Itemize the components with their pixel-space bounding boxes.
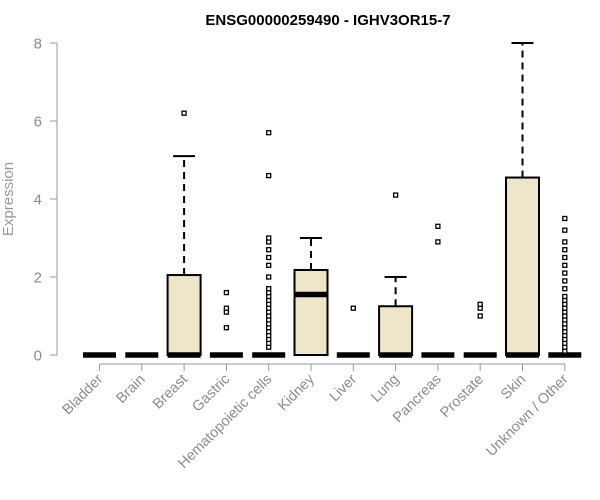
x-tick-label: Brain (113, 372, 148, 407)
outlier-point (562, 227, 568, 233)
outlier-point (266, 286, 272, 292)
x-tick-label: Bladder (60, 371, 107, 418)
outlier-point (266, 274, 272, 280)
outlier-point (562, 247, 568, 253)
y-tick-label: 8 (34, 36, 42, 53)
chart-title: ENSG00000259490 - IGHV3OR15-7 (205, 12, 450, 29)
outlier-point (266, 172, 272, 179)
box-liver (336, 305, 370, 358)
outlier-point (392, 192, 399, 198)
outlier-point (223, 305, 230, 311)
x-tick-label: Liver (327, 371, 361, 405)
box-hematopoietic-cells (252, 130, 286, 358)
x-tick-label: Kidney (275, 371, 318, 414)
box-breast (166, 110, 202, 358)
box-body (505, 176, 540, 356)
y-tick-label: 2 (34, 270, 42, 287)
box-body (378, 305, 414, 356)
outlier-point (266, 130, 272, 136)
box-unknown-other (548, 215, 582, 358)
y-tick-label: 6 (34, 114, 42, 131)
box-kidney (293, 237, 329, 357)
box-body (293, 268, 329, 357)
outlier-point (223, 325, 230, 331)
y-tick-label: 0 (34, 348, 42, 365)
box-pancreas (421, 223, 455, 358)
box-skin (505, 42, 540, 358)
outlier-point (266, 247, 272, 253)
x-tick-label: Unknown / Other (483, 371, 571, 459)
y-tick-label: 4 (34, 192, 42, 209)
x-tick-label: Lung (368, 372, 402, 406)
outlier-point (477, 301, 483, 307)
box-gastric (209, 289, 243, 358)
outlier-point (477, 313, 483, 319)
outlier-point (562, 254, 568, 261)
outlier-point (266, 235, 272, 241)
outlier-point (266, 262, 272, 268)
y-axis: 0 2 4 6 8 (34, 36, 58, 365)
outlier-point (562, 262, 568, 268)
outlier-point (266, 254, 272, 261)
x-tick-label: Breast (150, 372, 191, 413)
outlier-point (181, 110, 187, 116)
outlier-point (223, 289, 230, 296)
y-axis-label: Expression (0, 162, 17, 236)
outlier-point (562, 278, 568, 284)
outlier-point (350, 305, 356, 311)
outlier-point (562, 270, 568, 276)
outlier-point (435, 223, 441, 229)
box-body (166, 274, 202, 356)
outlier-point (562, 215, 568, 222)
box-lung (378, 192, 414, 358)
box-series (83, 42, 582, 358)
outlier-point (562, 286, 568, 292)
box-prostate (463, 301, 497, 358)
outlier-point (435, 239, 441, 245)
outlier-point (562, 293, 568, 300)
outlier-point (562, 239, 568, 245)
x-tick-label: Skin (498, 372, 529, 403)
x-tick-label: Prostate (438, 372, 487, 421)
